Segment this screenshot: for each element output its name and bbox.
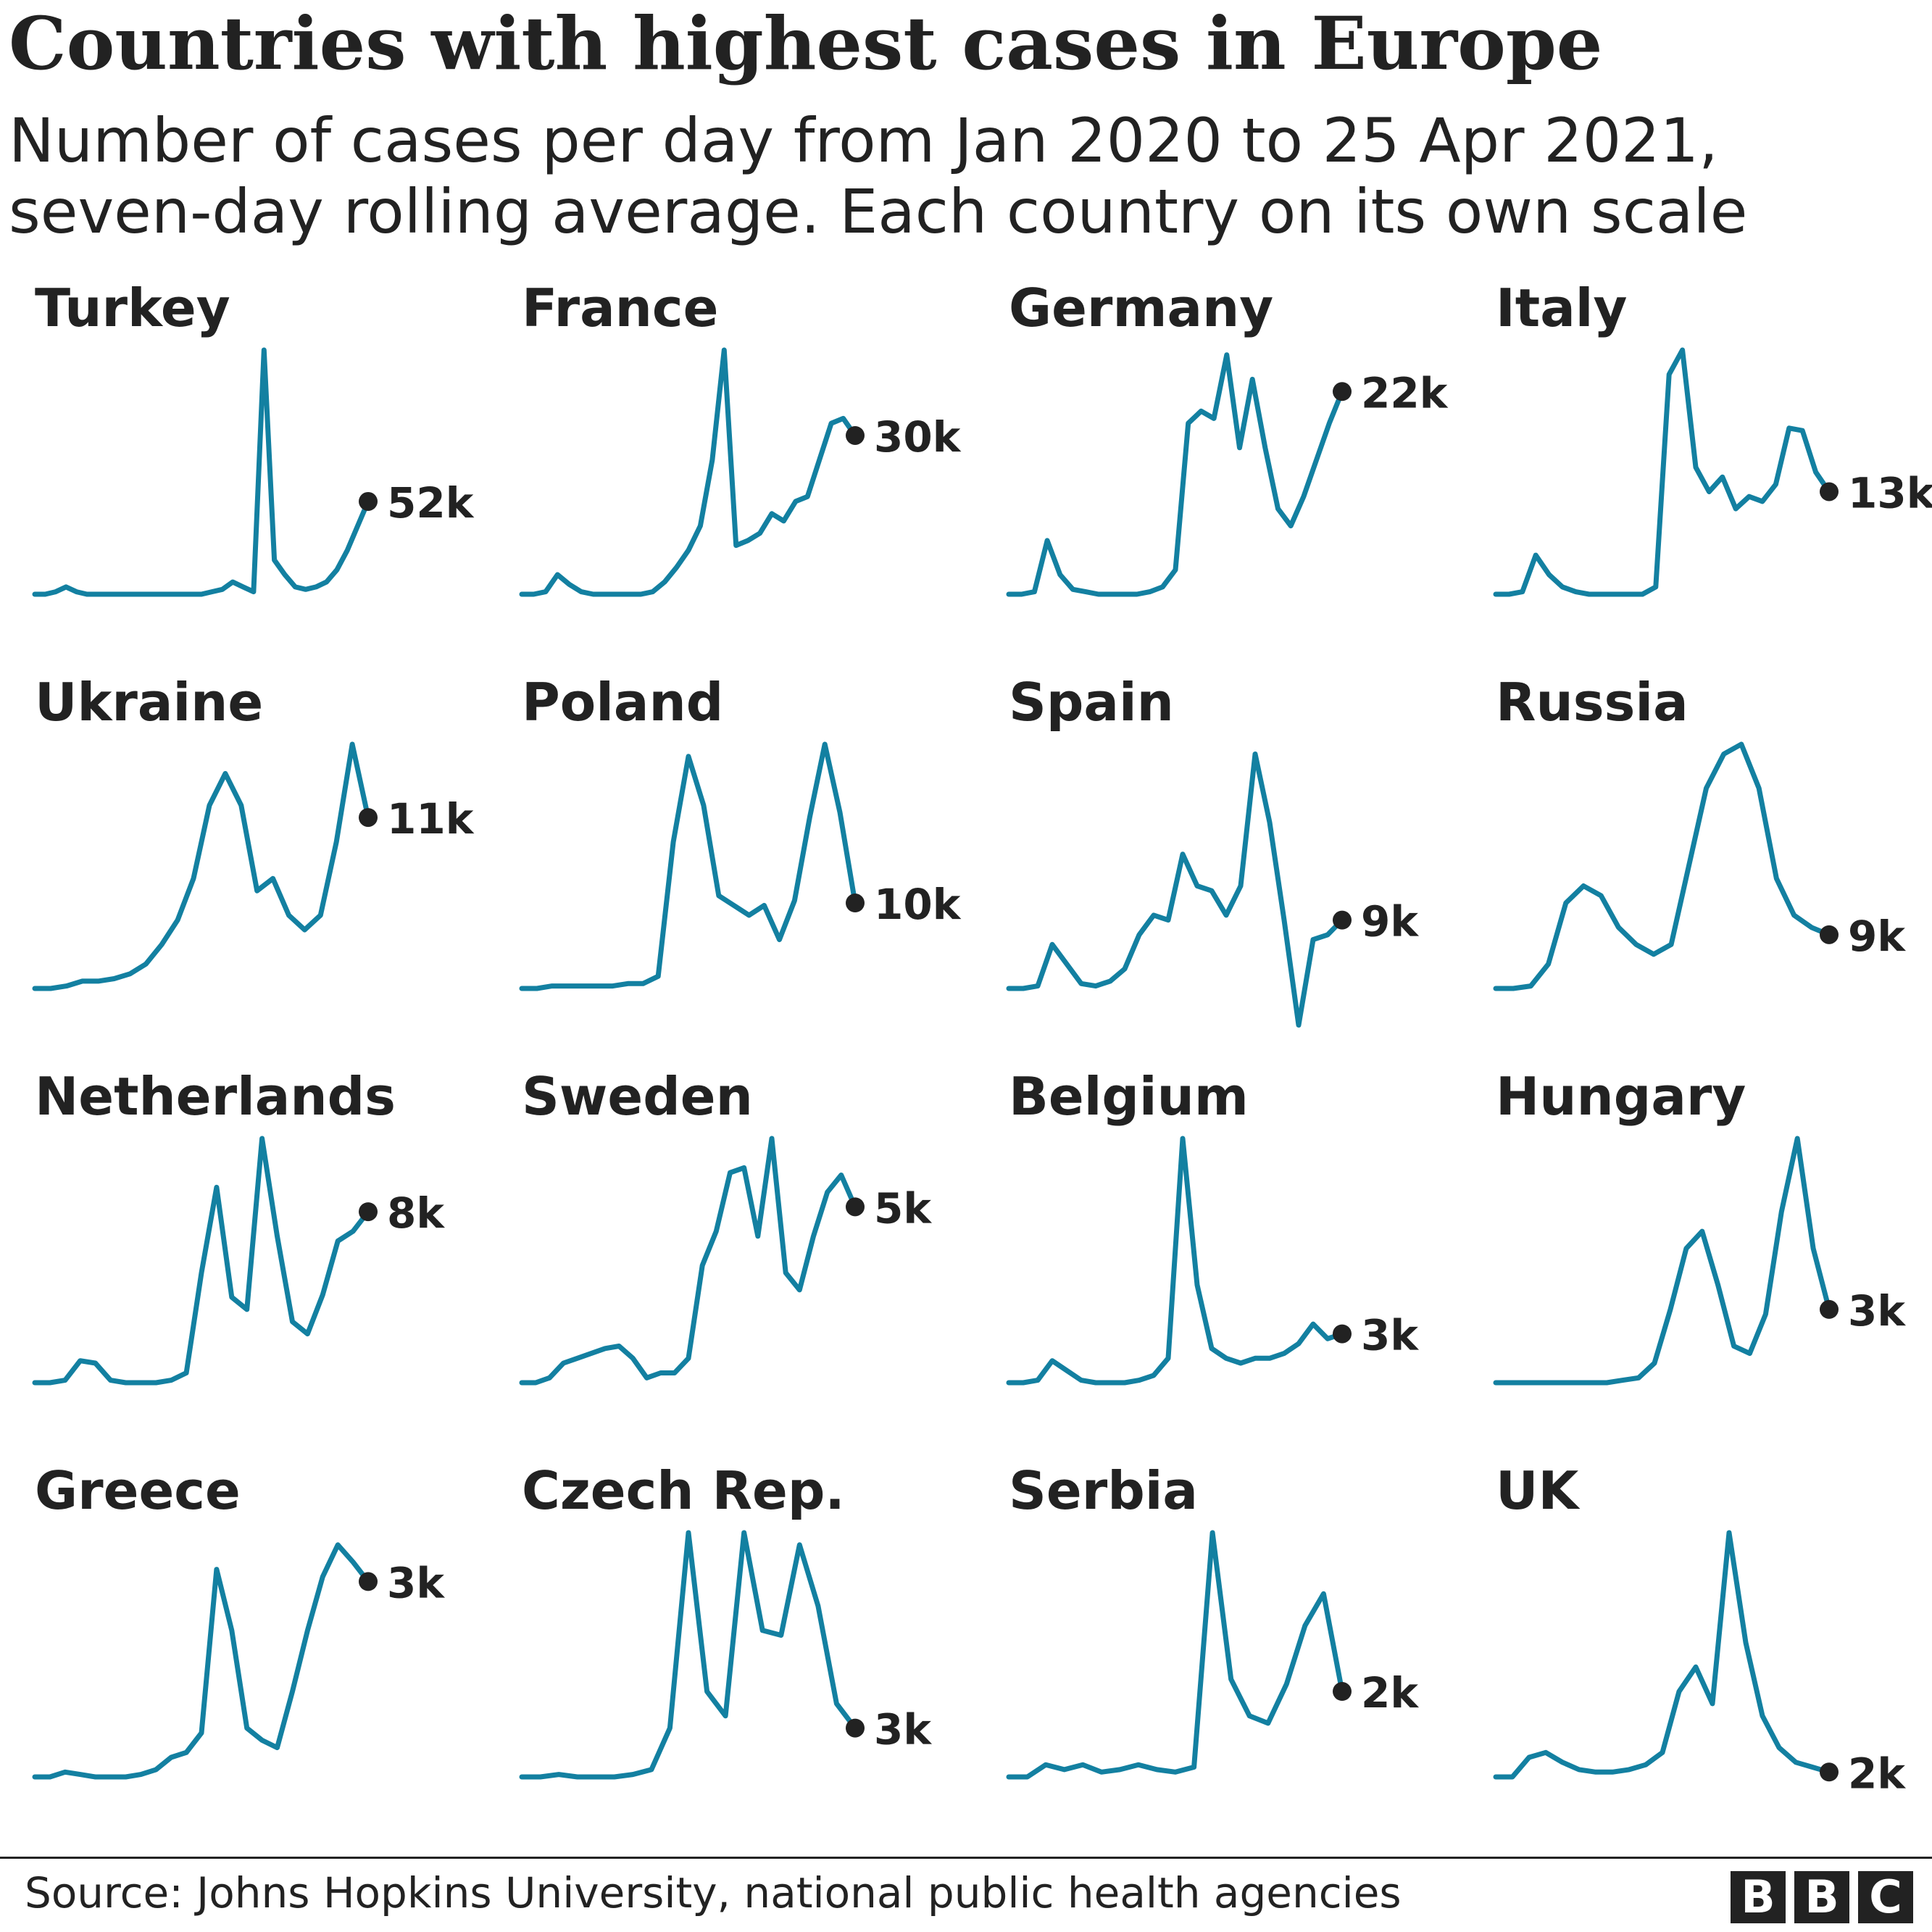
latest-point (1333, 382, 1352, 401)
panel-netherlands: Netherlands 8k (32, 1066, 445, 1386)
panel-italy: Italy 13k (1493, 278, 1932, 597)
panel-title: Russia (1496, 672, 1689, 733)
panel-czech-rep-: Czech Rep. 3k (519, 1460, 932, 1780)
panel-ukraine: Ukraine 11k (32, 672, 475, 991)
latest-value-label: 3k (387, 1558, 445, 1607)
logo-letter: C (1858, 1871, 1913, 1923)
latest-value-label: 8k (387, 1188, 445, 1238)
series-line (1493, 1136, 1832, 1386)
series-line (1006, 1530, 1345, 1780)
latest-point (846, 1197, 865, 1217)
series-line (1493, 741, 1832, 991)
panel-title: Serbia (1009, 1460, 1198, 1521)
series-line (1006, 1136, 1345, 1386)
panel-greece: Greece 3k (32, 1460, 445, 1780)
panel-title: Sweden (522, 1066, 753, 1127)
panel-title: Greece (35, 1460, 241, 1521)
chart-title: Countries with highest cases in Europe (9, 1, 1603, 86)
series-line (32, 1542, 371, 1780)
panel-germany: Germany 22k (1006, 278, 1449, 597)
latest-point (359, 1572, 378, 1591)
latest-point (1333, 910, 1352, 930)
latest-value-label: 9k (1361, 897, 1419, 946)
latest-value-label: 5k (874, 1183, 932, 1233)
latest-value-label: 2k (1361, 1668, 1419, 1717)
panel-uk: UK 2k (1493, 1460, 1906, 1798)
latest-point (846, 425, 865, 445)
series-line (519, 1530, 858, 1780)
latest-point (1820, 482, 1839, 501)
series-line (1006, 352, 1345, 597)
latest-value-label: 13k (1848, 468, 1932, 517)
latest-value-label: 11k (387, 794, 475, 844)
panel-sweden: Sweden 5k (519, 1066, 932, 1386)
latest-value-label: 52k (387, 478, 475, 528)
chart-subtitle: Number of cases per day from Jan 2020 to… (9, 105, 1748, 247)
panel-title: Poland (522, 672, 723, 733)
series-line (1006, 751, 1345, 1028)
panel-title: Belgium (1009, 1066, 1249, 1127)
panel-title: France (522, 278, 718, 338)
series-line (32, 347, 371, 597)
panel-title: Turkey (35, 278, 230, 338)
panel-title: Czech Rep. (522, 1460, 845, 1521)
latest-value-label: 30k (874, 412, 962, 462)
series-line (32, 1136, 371, 1386)
panel-title: Spain (1009, 672, 1174, 733)
latest-point (359, 1202, 378, 1222)
latest-value-label: 22k (1361, 368, 1449, 417)
series-line (1493, 347, 1832, 597)
latest-point (846, 1718, 865, 1738)
latest-point (1333, 1324, 1352, 1344)
panel-title: Ukraine (35, 672, 263, 733)
panel-title: UK (1496, 1460, 1580, 1521)
latest-value-label: 3k (1848, 1286, 1906, 1336)
panel-france: France 30k (519, 278, 962, 597)
panel-title: Germany (1009, 278, 1273, 338)
series-line (519, 347, 858, 597)
series-line (519, 1136, 858, 1386)
logo-letter: B (1794, 1871, 1849, 1923)
latest-point (1820, 1299, 1839, 1319)
panel-title: Netherlands (35, 1066, 396, 1127)
panel-hungary: Hungary 3k (1493, 1066, 1906, 1386)
latest-point (359, 808, 378, 828)
bbc-logo: B B C (1731, 1871, 1913, 1923)
logo-letter: B (1731, 1871, 1786, 1923)
latest-point (1333, 1682, 1352, 1702)
latest-point (359, 491, 378, 511)
series-line (519, 741, 858, 991)
latest-value-label: 10k (874, 880, 962, 929)
latest-value-label: 9k (1848, 912, 1906, 961)
panel-poland: Poland 10k (519, 672, 962, 991)
footer-divider (0, 1857, 1932, 1859)
panel-russia: Russia 9k (1493, 672, 1906, 991)
latest-point (846, 894, 865, 913)
panel-spain: Spain 9k (1006, 672, 1419, 1028)
latest-point (1820, 1762, 1839, 1782)
panel-title: Italy (1496, 278, 1627, 338)
latest-value-label: 3k (874, 1705, 932, 1754)
panel-serbia: Serbia 2k (1006, 1460, 1419, 1780)
panel-belgium: Belgium 3k (1006, 1066, 1419, 1386)
panel-turkey: Turkey 52k (32, 278, 475, 597)
source-note: Source: Johns Hopkins University, nation… (25, 1868, 1402, 1918)
latest-value-label: 2k (1848, 1749, 1906, 1798)
latest-point (1820, 925, 1839, 944)
series-line (1493, 1530, 1832, 1780)
latest-value-label: 3k (1361, 1311, 1419, 1360)
panel-title: Hungary (1496, 1066, 1746, 1127)
series-line (32, 741, 371, 991)
